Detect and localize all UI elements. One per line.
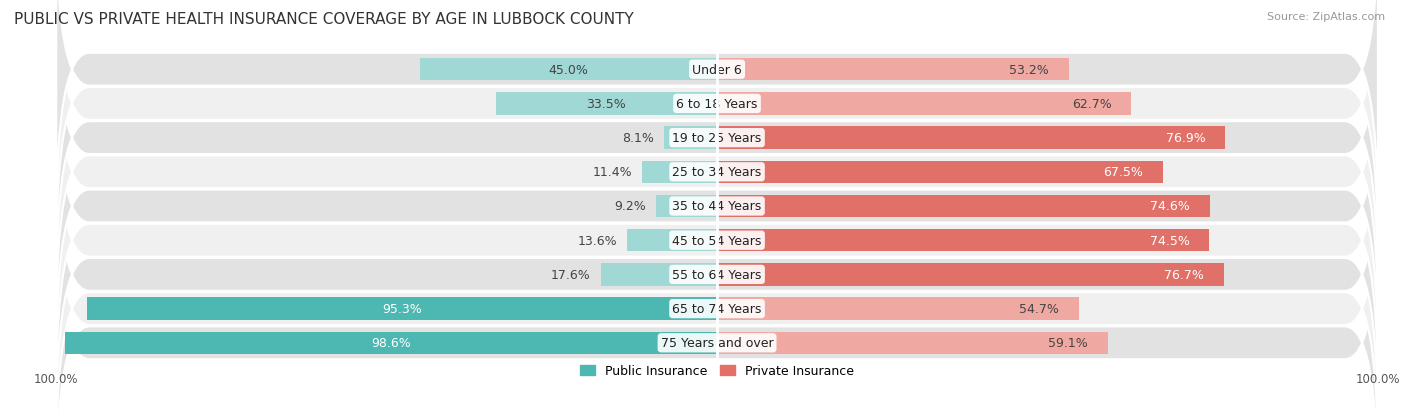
Bar — [717, 298, 1078, 320]
Text: PUBLIC VS PRIVATE HEALTH INSURANCE COVERAGE BY AGE IN LUBBOCK COUNTY: PUBLIC VS PRIVATE HEALTH INSURANCE COVER… — [14, 12, 634, 27]
FancyBboxPatch shape — [56, 121, 1378, 413]
Text: 62.7%: 62.7% — [1071, 97, 1112, 111]
Text: 8.1%: 8.1% — [621, 132, 654, 145]
Bar — [87, 298, 717, 320]
Text: Source: ZipAtlas.com: Source: ZipAtlas.com — [1267, 12, 1385, 22]
Bar — [600, 263, 717, 286]
Bar — [717, 127, 1225, 150]
Text: 35 to 44 Years: 35 to 44 Years — [672, 200, 762, 213]
Bar — [717, 161, 1163, 183]
Bar — [717, 195, 1211, 218]
FancyBboxPatch shape — [56, 0, 1378, 259]
Bar — [66, 332, 717, 354]
Text: 74.6%: 74.6% — [1150, 200, 1191, 213]
Text: 45.0%: 45.0% — [548, 64, 588, 76]
Text: 25 to 34 Years: 25 to 34 Years — [672, 166, 762, 179]
Text: 33.5%: 33.5% — [586, 97, 626, 111]
FancyBboxPatch shape — [56, 189, 1378, 413]
Bar — [641, 161, 717, 183]
FancyBboxPatch shape — [56, 154, 1378, 413]
Text: 19 to 25 Years: 19 to 25 Years — [672, 132, 762, 145]
Text: 9.2%: 9.2% — [614, 200, 647, 213]
Bar — [496, 93, 717, 115]
Text: 75 Years and over: 75 Years and over — [661, 337, 773, 349]
Text: 6 to 18 Years: 6 to 18 Years — [676, 97, 758, 111]
Bar — [717, 332, 1108, 354]
FancyBboxPatch shape — [56, 86, 1378, 395]
Text: 53.2%: 53.2% — [1010, 64, 1049, 76]
Text: 95.3%: 95.3% — [382, 302, 422, 316]
Text: 45 to 54 Years: 45 to 54 Years — [672, 234, 762, 247]
FancyBboxPatch shape — [56, 0, 1378, 224]
Bar — [717, 59, 1069, 81]
Text: 17.6%: 17.6% — [551, 268, 591, 281]
Bar — [664, 127, 717, 150]
Text: Under 6: Under 6 — [692, 64, 742, 76]
Bar — [717, 93, 1132, 115]
Text: 13.6%: 13.6% — [578, 234, 617, 247]
Bar — [627, 230, 717, 252]
Bar — [717, 230, 1209, 252]
Text: 98.6%: 98.6% — [371, 337, 411, 349]
Text: 11.4%: 11.4% — [592, 166, 631, 179]
Text: 59.1%: 59.1% — [1047, 337, 1088, 349]
Text: 55 to 64 Years: 55 to 64 Years — [672, 268, 762, 281]
Text: 76.7%: 76.7% — [1164, 268, 1204, 281]
FancyBboxPatch shape — [56, 52, 1378, 361]
Bar — [657, 195, 717, 218]
Text: 54.7%: 54.7% — [1019, 302, 1059, 316]
Legend: Public Insurance, Private Insurance: Public Insurance, Private Insurance — [575, 359, 859, 382]
Text: 67.5%: 67.5% — [1104, 166, 1143, 179]
Text: 65 to 74 Years: 65 to 74 Years — [672, 302, 762, 316]
Bar — [419, 59, 717, 81]
Bar — [717, 263, 1223, 286]
FancyBboxPatch shape — [56, 18, 1378, 327]
Text: 76.9%: 76.9% — [1166, 132, 1205, 145]
FancyBboxPatch shape — [56, 0, 1378, 292]
Text: 74.5%: 74.5% — [1150, 234, 1189, 247]
